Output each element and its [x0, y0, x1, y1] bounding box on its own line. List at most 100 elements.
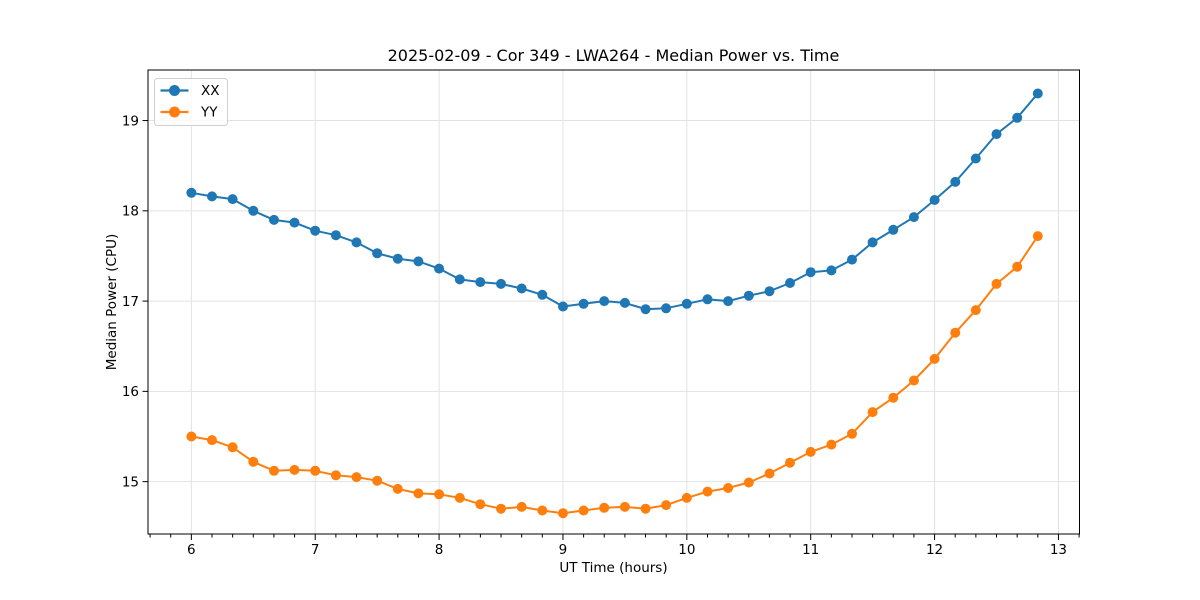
- x-axis-tick-label: 10: [678, 542, 695, 558]
- series-xx-marker: [248, 205, 259, 216]
- series-xx-marker: [888, 224, 899, 235]
- x-axis-tick-label: 13: [1050, 542, 1067, 558]
- series-yy-marker: [1012, 261, 1023, 272]
- series-yy-marker: [847, 428, 857, 439]
- series-xx-marker: [847, 254, 857, 265]
- series-yy-marker: [186, 431, 197, 442]
- series-yy-marker: [805, 446, 816, 457]
- series-yy-marker: [599, 502, 610, 513]
- x-axis-tick-label: 9: [559, 542, 568, 558]
- series-xx-marker: [661, 303, 672, 314]
- y-axis-tick-label: 16: [122, 384, 139, 400]
- series-yy-marker: [475, 499, 486, 510]
- y-axis-tick-label: 19: [122, 113, 139, 129]
- x-axis-tick-label: 12: [926, 542, 943, 558]
- series-xx-marker: [330, 230, 341, 241]
- series-xx-marker: [392, 253, 403, 264]
- series-xx-marker: [537, 289, 548, 300]
- series-yy-marker: [516, 501, 527, 512]
- series-yy-marker: [558, 508, 568, 519]
- series-yy-marker: [392, 483, 403, 494]
- series-yy-marker: [888, 392, 899, 403]
- series-yy-marker: [702, 486, 713, 497]
- series-xx-marker: [558, 301, 568, 312]
- series-yy-marker: [248, 456, 259, 467]
- series-xx-marker: [929, 195, 940, 205]
- series-xx-marker: [764, 286, 775, 297]
- series-xx-marker: [1012, 112, 1023, 123]
- ticks: [142, 120, 1080, 540]
- series-yy-marker: [661, 500, 672, 511]
- series-xx-marker: [310, 225, 321, 236]
- series-xx-marker: [351, 237, 362, 248]
- series-xx-marker: [826, 265, 837, 276]
- series-yy-marker: [640, 503, 651, 514]
- series-xx-marker: [1032, 88, 1043, 99]
- series-xx-marker: [227, 194, 238, 205]
- series-yy-marker: [351, 472, 362, 483]
- series-yy-marker: [619, 501, 630, 512]
- series-xx-marker: [991, 129, 1002, 140]
- legend-sample-marker: [169, 106, 180, 118]
- series-yy-marker: [578, 505, 589, 516]
- series-yy-marker: [310, 465, 321, 476]
- series-yy-marker: [970, 305, 981, 316]
- series-xx-marker: [372, 248, 383, 259]
- y-axis-tick-label: 15: [122, 474, 139, 490]
- series-yy-marker: [227, 442, 238, 453]
- series-yy-marker: [537, 505, 548, 516]
- y-axis-tick-label: 17: [122, 294, 139, 310]
- series-yy-marker: [496, 503, 506, 514]
- chart-title: 2025-02-09 - Cor 349 - LWA264 - Median P…: [387, 46, 840, 65]
- series-xx-marker: [454, 274, 465, 285]
- axes-frame: [147, 69, 1080, 535]
- x-axis-tick-label: 7: [311, 542, 320, 558]
- series-xx-marker: [207, 191, 217, 202]
- series-xx-marker: [516, 283, 527, 294]
- series-yy-marker: [991, 278, 1002, 289]
- series-yy: [186, 231, 1043, 519]
- series-yy-marker: [269, 465, 279, 476]
- series-xx-marker: [950, 176, 961, 187]
- series-xx-marker: [908, 212, 919, 223]
- series-xx-marker: [681, 298, 692, 309]
- series-yy-marker: [207, 435, 217, 446]
- series-xx-marker: [785, 278, 795, 288]
- x-axis-label: UT Time (hours): [559, 560, 668, 576]
- series-xx-marker: [702, 294, 713, 305]
- series-yy-marker: [908, 375, 919, 386]
- series-yy-marker: [289, 464, 300, 475]
- series-yy-marker: [950, 327, 961, 338]
- series-yy-marker: [743, 477, 754, 488]
- y-axis-label: Median Power (CPU): [104, 233, 120, 371]
- series-xx-line: [190, 92, 1039, 311]
- series-yy-marker: [681, 492, 692, 503]
- series-yy-marker: [764, 468, 775, 479]
- series-xx-marker: [805, 267, 816, 278]
- series-yy-marker: [723, 483, 734, 493]
- legend-sample-marker: [169, 85, 180, 96]
- series-yy-marker: [929, 353, 940, 364]
- series-yy-marker: [413, 488, 424, 499]
- series-yy-marker: [434, 489, 445, 500]
- series-xx-marker: [867, 237, 878, 248]
- x-axis-tick-label: 11: [802, 542, 819, 558]
- tick-labels: 6 7 8 9 10 11 12 13 15 16 17 18 19: [122, 113, 1067, 558]
- series-yy-marker: [785, 457, 795, 468]
- series-xx-marker: [496, 278, 506, 289]
- series-yy-marker: [372, 475, 383, 486]
- x-axis-tick-label: 8: [435, 542, 444, 558]
- series-xx-marker: [619, 297, 630, 308]
- series-yy-marker: [826, 439, 837, 450]
- series-xx-marker: [640, 304, 651, 315]
- series-xx-marker: [578, 298, 589, 309]
- series-xx-marker: [743, 290, 754, 301]
- legend-label-yy: YY: [200, 105, 218, 121]
- series-xx: [186, 88, 1043, 315]
- series-xx-marker: [599, 296, 610, 307]
- series-xx-marker: [186, 187, 197, 198]
- series-xx-marker: [970, 153, 981, 164]
- legend-label-xx: XX: [201, 83, 220, 99]
